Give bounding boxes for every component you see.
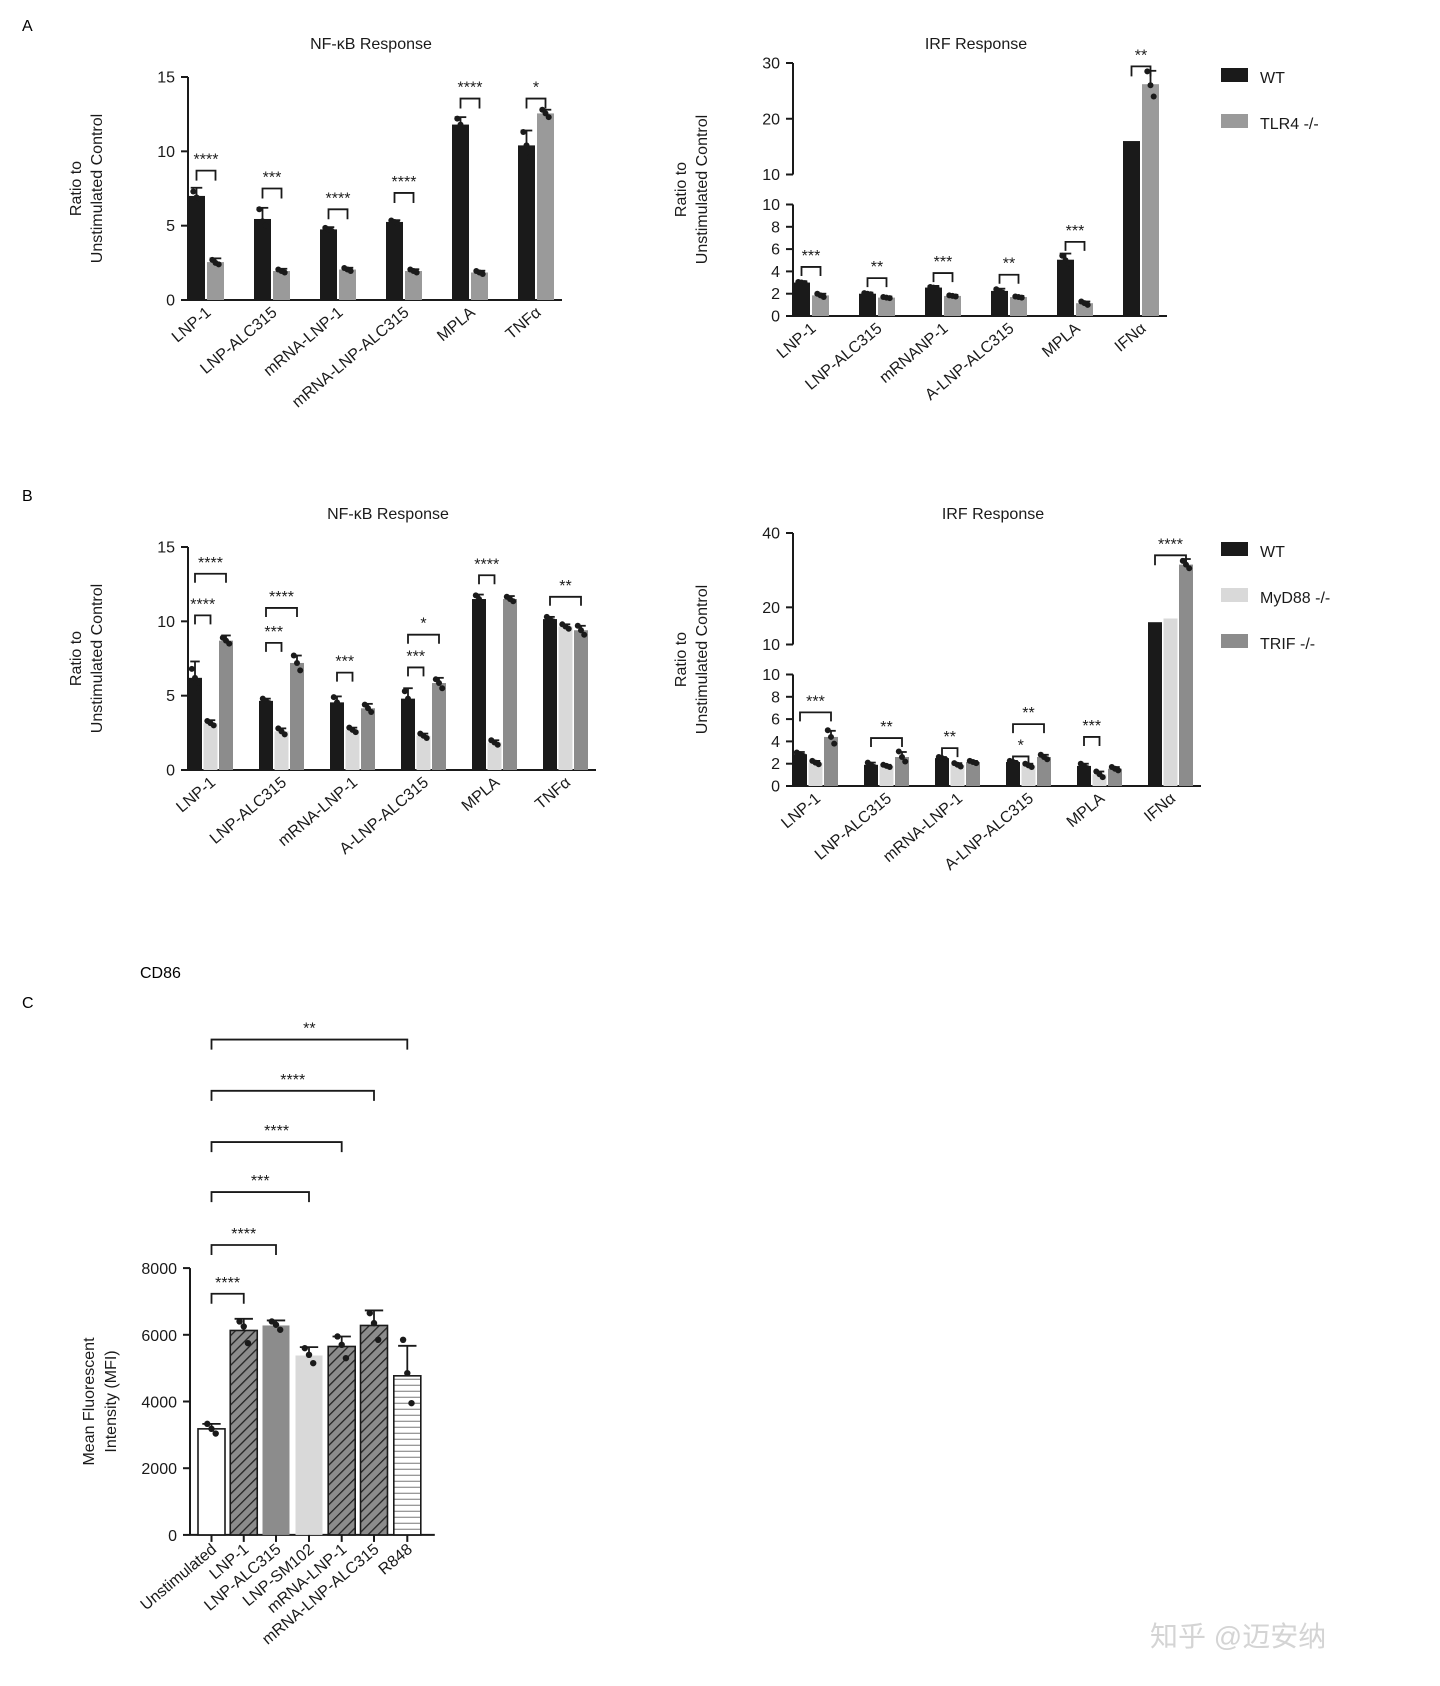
- svg-text:LNP-1: LNP-1: [774, 320, 820, 362]
- svg-text:WT: WT: [1260, 544, 1285, 561]
- svg-text:TNFα: TNFα: [503, 304, 545, 343]
- svg-text:5: 5: [166, 218, 175, 235]
- svg-text:***: ***: [264, 624, 283, 641]
- svg-text:****: ****: [1158, 536, 1183, 553]
- svg-text:20: 20: [762, 600, 780, 617]
- svg-text:Ratio to: Ratio to: [673, 162, 690, 217]
- svg-text:***: ***: [335, 654, 354, 671]
- svg-text:***: ***: [263, 170, 282, 187]
- svg-text:10: 10: [157, 144, 175, 161]
- svg-text:2000: 2000: [141, 1461, 177, 1478]
- svg-text:4000: 4000: [141, 1395, 177, 1412]
- svg-text:6: 6: [771, 242, 780, 259]
- svg-text:8: 8: [771, 219, 780, 236]
- svg-text:****: ****: [198, 555, 223, 572]
- svg-text:10: 10: [762, 197, 780, 214]
- svg-text:Ratio to: Ratio to: [68, 161, 85, 216]
- svg-text:****: ****: [458, 80, 483, 97]
- svg-text:2: 2: [771, 286, 780, 303]
- svg-text:5: 5: [166, 688, 175, 705]
- svg-text:8: 8: [771, 689, 780, 706]
- svg-text:10: 10: [762, 637, 780, 654]
- svg-text:10: 10: [762, 667, 780, 684]
- svg-text:4: 4: [771, 264, 780, 281]
- svg-text:***: ***: [934, 254, 953, 271]
- svg-text:WT: WT: [1260, 70, 1285, 87]
- svg-text:MPLA: MPLA: [1039, 320, 1084, 361]
- svg-text:**: **: [303, 1021, 315, 1038]
- svg-text:2: 2: [771, 756, 780, 773]
- svg-text:NF-κB Response: NF-κB Response: [327, 506, 449, 523]
- svg-text:TNFα: TNFα: [532, 774, 574, 813]
- svg-text:***: ***: [406, 648, 425, 665]
- svg-text:**: **: [1135, 47, 1147, 64]
- svg-text:**: **: [944, 729, 956, 746]
- svg-text:***: ***: [1082, 718, 1101, 735]
- svg-text:TLR4 -/-: TLR4 -/-: [1260, 116, 1319, 133]
- svg-text:****: ****: [190, 596, 215, 613]
- svg-text:8000: 8000: [141, 1261, 177, 1278]
- svg-text:0: 0: [166, 293, 175, 310]
- svg-text:MPLA: MPLA: [459, 774, 504, 815]
- svg-text:*: *: [533, 80, 539, 97]
- svg-text:MyD88 -/-: MyD88 -/-: [1260, 590, 1330, 607]
- svg-text:**: **: [880, 719, 892, 736]
- svg-text:***: ***: [251, 1173, 270, 1190]
- svg-text:IRF Response: IRF Response: [925, 36, 1027, 53]
- svg-text:4: 4: [771, 734, 780, 751]
- svg-text:10: 10: [762, 167, 780, 184]
- svg-text:MPLA: MPLA: [1064, 790, 1109, 831]
- svg-text:R848: R848: [376, 1541, 416, 1579]
- svg-text:IFNα: IFNα: [1112, 320, 1150, 356]
- svg-text:*: *: [420, 616, 426, 633]
- svg-text:Mean Fluorescent: Mean Fluorescent: [81, 1337, 98, 1466]
- svg-text:15: 15: [157, 70, 175, 87]
- svg-text:****: ****: [215, 1275, 240, 1292]
- svg-text:LNP-1: LNP-1: [173, 774, 219, 816]
- svg-text:0: 0: [771, 309, 780, 326]
- svg-text:NF-κB Response: NF-κB Response: [310, 36, 432, 53]
- svg-text:****: ****: [269, 589, 294, 606]
- svg-text:Unstimulated Control: Unstimulated Control: [89, 114, 106, 263]
- svg-text:0: 0: [166, 763, 175, 780]
- svg-text:**: **: [1003, 256, 1015, 273]
- svg-text:IRF Response: IRF Response: [942, 506, 1044, 523]
- svg-text:MPLA: MPLA: [434, 304, 479, 345]
- svg-text:****: ****: [194, 152, 219, 169]
- svg-text:30: 30: [762, 56, 780, 73]
- svg-text:**: **: [1022, 705, 1034, 722]
- svg-text:Unstimulated Control: Unstimulated Control: [89, 584, 106, 733]
- svg-text:6: 6: [771, 712, 780, 729]
- svg-text:mRNA-LNP-ALC315: mRNA-LNP-ALC315: [289, 304, 412, 411]
- svg-text:IFNα: IFNα: [1141, 790, 1179, 826]
- svg-text:Ratio to: Ratio to: [673, 632, 690, 687]
- svg-text:****: ****: [392, 174, 417, 191]
- svg-text:Intensity (MFI): Intensity (MFI): [103, 1350, 120, 1452]
- svg-text:Ratio to: Ratio to: [68, 631, 85, 686]
- svg-text:**: **: [871, 259, 883, 276]
- svg-text:*: *: [1018, 737, 1024, 754]
- svg-text:20: 20: [762, 111, 780, 128]
- svg-text:****: ****: [231, 1226, 256, 1243]
- svg-text:**: **: [559, 578, 571, 595]
- svg-text:***: ***: [1066, 223, 1085, 240]
- svg-text:Unstimulated Control: Unstimulated Control: [694, 585, 711, 734]
- svg-text:10: 10: [157, 614, 175, 631]
- svg-text:****: ****: [280, 1072, 305, 1089]
- svg-text:40: 40: [762, 526, 780, 543]
- svg-text:0: 0: [168, 1528, 177, 1545]
- svg-text:6000: 6000: [141, 1328, 177, 1345]
- svg-text:***: ***: [802, 248, 821, 265]
- svg-text:Unstimulated Control: Unstimulated Control: [694, 115, 711, 264]
- svg-text:LNP-1: LNP-1: [169, 304, 215, 346]
- svg-text:****: ****: [264, 1123, 289, 1140]
- svg-text:15: 15: [157, 540, 175, 557]
- svg-text:***: ***: [806, 693, 825, 710]
- svg-text:****: ****: [474, 556, 499, 573]
- svg-text:0: 0: [771, 779, 780, 796]
- svg-text:TRIF -/-: TRIF -/-: [1260, 636, 1315, 653]
- svg-text:****: ****: [326, 190, 351, 207]
- svg-text:LNP-1: LNP-1: [778, 790, 824, 832]
